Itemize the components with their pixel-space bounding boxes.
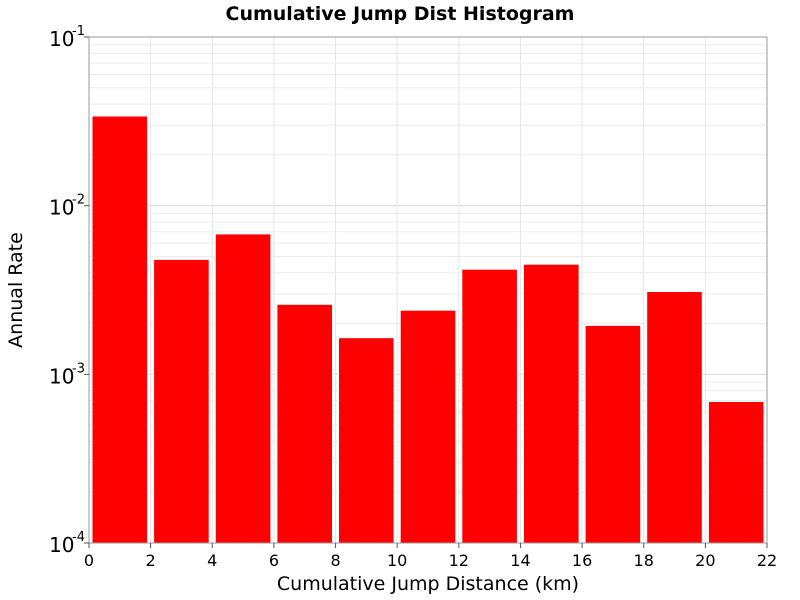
- x-tick-label: 18: [634, 551, 654, 570]
- bar: [399, 309, 457, 544]
- x-tick-label: 12: [449, 551, 469, 570]
- x-tick-label: 4: [207, 551, 217, 570]
- bar: [646, 291, 703, 544]
- bars: [91, 115, 765, 544]
- x-tick-label: 22: [757, 551, 777, 570]
- y-tick-label: 10: [49, 27, 74, 51]
- x-tick-label: 16: [572, 551, 592, 570]
- y-tick-label: 10: [49, 196, 74, 220]
- x-tick-label: 0: [84, 551, 94, 570]
- x-tick-label: 8: [330, 551, 340, 570]
- chart-title: Cumulative Jump Dist Histogram: [226, 3, 575, 25]
- y-tick-exponent: -1: [72, 24, 85, 39]
- bar: [276, 303, 333, 544]
- plot-frame: [88, 36, 768, 544]
- bar: [91, 115, 149, 544]
- y-tick-exponent: -4: [72, 530, 85, 545]
- y-tick-label: 10: [49, 533, 74, 557]
- bar: [523, 263, 580, 544]
- x-tick-label: 14: [510, 551, 530, 570]
- bar: [707, 401, 765, 544]
- x-tick-label: 10: [387, 551, 407, 570]
- y-tick-label: 10: [49, 364, 74, 388]
- x-tick-label: 20: [695, 551, 715, 570]
- bar: [153, 258, 210, 544]
- x-axis: 0 2 4 6 8 10 12 14 16 18 20 22: [84, 543, 777, 570]
- bar: [461, 268, 518, 544]
- y-tick-exponent: -3: [72, 361, 85, 376]
- bar: [338, 337, 395, 544]
- x-tick-label: 6: [269, 551, 279, 570]
- y-axis-label: Annual Rate: [5, 232, 27, 348]
- bar: [214, 233, 272, 544]
- x-axis-label: Cumulative Jump Distance (km): [277, 573, 579, 595]
- bar: [584, 324, 642, 544]
- y-tick-exponent: -2: [72, 193, 85, 208]
- x-tick-label: 2: [146, 551, 156, 570]
- y-axis: 10-110-210-310-4: [49, 24, 89, 557]
